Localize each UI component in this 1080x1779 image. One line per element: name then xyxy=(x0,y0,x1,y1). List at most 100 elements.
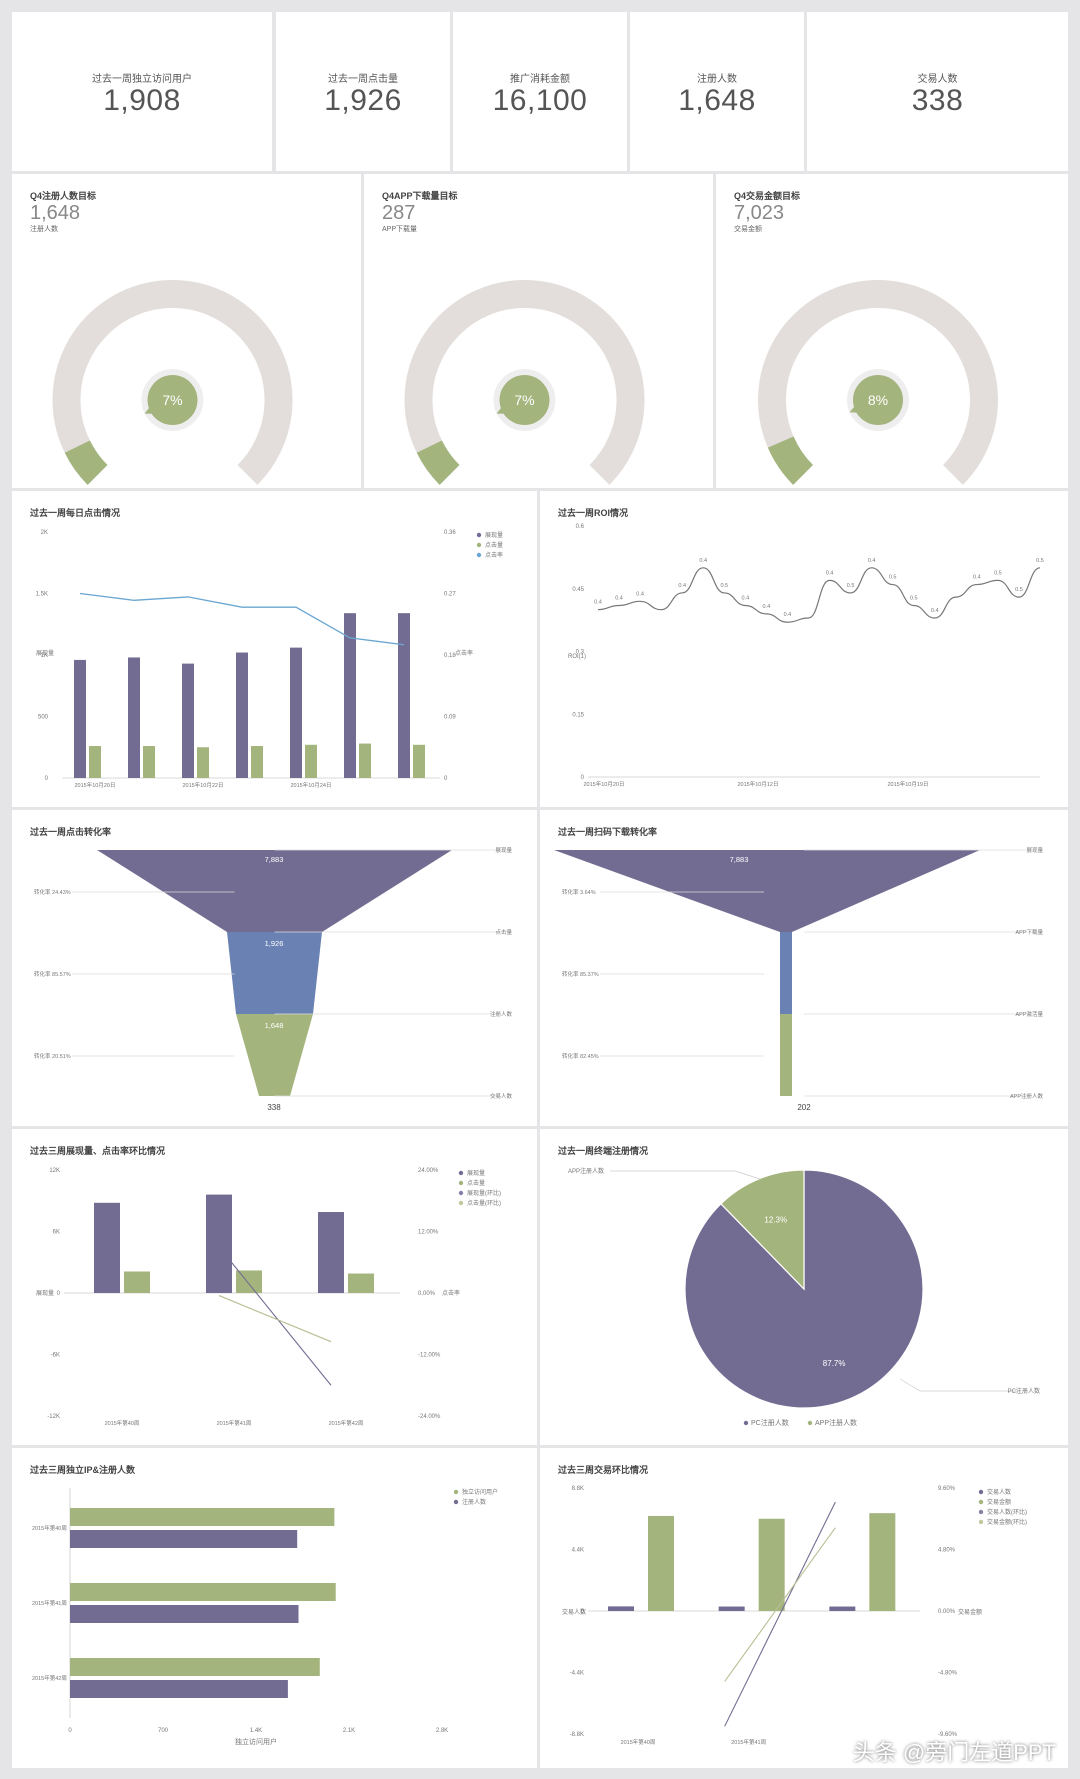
bar-impressions xyxy=(398,613,410,778)
bar-impressions xyxy=(318,1212,344,1293)
trans-legend-marker xyxy=(978,1499,984,1505)
click-funnel-panel: 过去一周点击转化率 7,883 1,926 1,648 338 转化率 24.43% 转化… xyxy=(12,810,537,1126)
bar-clicks xyxy=(197,747,209,778)
funnel-stage-label: 点击量 xyxy=(495,928,512,936)
bar-transaction-users xyxy=(608,1606,634,1611)
bar-clicks xyxy=(348,1273,374,1293)
kpi-label: 交易人数 xyxy=(917,74,958,85)
bar-impressions xyxy=(74,659,86,778)
gauge-panel-transaction-amount: Q4交易金额目标 7,023 交易金额 8%090K xyxy=(716,174,1068,488)
daily-legend-label: 点击率 xyxy=(485,551,503,559)
roi-point-label: 0.5 xyxy=(1036,558,1044,564)
pie-legend-label: APP注册人数 xyxy=(815,1418,857,1427)
x-tick-label: 2015年10月19日 xyxy=(888,780,929,788)
y-axis-label: ROI(1) xyxy=(568,654,586,660)
ip-registration-chart: 0 700 1.4K 2.1K 2.8K 独立访问用户 2015年第40周 2015年第41周… xyxy=(32,1488,498,1746)
bar-transaction-users xyxy=(829,1606,856,1611)
click-funnel-chart: 7,883 1,926 1,648 338 转化率 24.43% 转化率 85.57% 转化… xyxy=(34,847,512,1112)
panel-title: 过去一周点击转化率 xyxy=(30,827,112,837)
weekly-legend-label: 点击量 xyxy=(467,1179,485,1187)
daily-legend-marker xyxy=(476,552,482,558)
x-tick-label: 0 xyxy=(68,1728,72,1734)
ctr-line xyxy=(79,592,405,646)
weekly-legend-label: 点击量(环比) xyxy=(467,1199,501,1207)
ip-legend-label: 注册人数 xyxy=(462,1498,486,1506)
funnel-stage-label: APP注册人数 xyxy=(1010,1092,1044,1100)
bar-clicks xyxy=(413,744,425,778)
funnel-stage-label: 展现量 xyxy=(495,847,512,854)
y-tick-label: 4.4K xyxy=(572,1548,584,1554)
gauge-fill xyxy=(64,440,108,485)
kpi-card-clicks: 过去一周点击量 1,926 xyxy=(276,12,450,171)
funnel-value-label: 245 xyxy=(798,1021,811,1030)
y-tick-label: -4.4K xyxy=(570,1671,584,1677)
weekly-transactions-chart: 8.8K 9.60% 4.4K 4.80% 0 0.00% -4.4K -4.80% -8.8K… xyxy=(562,1486,1027,1746)
funnel-stage-registrations xyxy=(236,1014,313,1096)
roi-point-label: 0.4 xyxy=(973,575,981,581)
x-tick-label: 2015年第41周 xyxy=(731,1738,766,1746)
daily-legend-label: 点击量 xyxy=(485,541,503,549)
y2-tick-label: 0.36 xyxy=(444,530,456,536)
y2-tick-label: -4.80% xyxy=(938,1671,958,1677)
trans-legend-marker xyxy=(978,1489,984,1495)
pie-outer-label: APP注册人数 xyxy=(568,1167,604,1175)
y2-tick-label: -12.00% xyxy=(418,1353,441,1359)
y-tick-label: -8.8K xyxy=(570,1732,584,1738)
kpi-label: 推广消耗金额 xyxy=(510,74,570,85)
y-tick-label: 0 xyxy=(45,776,49,782)
y-tick-label: 1K xyxy=(41,653,48,659)
bar-impressions xyxy=(128,657,140,778)
gauge-value: 7,023 xyxy=(734,202,785,224)
x-tick-label: 2015年10月22日 xyxy=(183,781,224,789)
daily-legend-marker xyxy=(476,532,482,538)
y-tick-label: -6K xyxy=(51,1353,60,1359)
kpi-card-spend: 推广消耗金额 16,100 xyxy=(453,12,627,171)
terminal-registration-pie: 87.7% 12.3% PC注册人数 APP注册人数 PC注册人数 APP注册人数 xyxy=(568,1167,1040,1427)
amount-wow-line xyxy=(724,1527,836,1682)
y-tick-label: 0.6 xyxy=(576,524,585,530)
y-tick-label: 1.5K xyxy=(36,592,48,598)
panel-title: 过去三周展现量、点击率环比情况 xyxy=(30,1146,166,1156)
y-tick-label: 12K xyxy=(49,1168,60,1174)
bar-transaction-amount xyxy=(758,1518,785,1611)
bar-transaction-amount xyxy=(648,1515,674,1611)
panel-title: 过去一周ROI情况 xyxy=(558,508,629,518)
bar-registrations xyxy=(70,1680,288,1698)
funnel-value-label: 1,926 xyxy=(265,939,284,948)
x-tick-label: 2015年第42周 xyxy=(329,1419,364,1427)
y-tick-label: 0.45 xyxy=(572,587,584,593)
bar-clicks xyxy=(124,1271,150,1293)
pie-legend-label: PC注册人数 xyxy=(751,1418,789,1427)
roi-point-label: 0.4 xyxy=(699,558,707,564)
terminal-registration-panel: 过去一周终端注册情况 87.7% 12.3% PC注册人数 APP注册人数 PC注册人数… xyxy=(540,1129,1068,1445)
y2-axis-label: 交易金额 xyxy=(958,1608,982,1616)
bar-clicks xyxy=(359,743,371,778)
x-axis-label: 独立访问用户 xyxy=(235,1737,277,1746)
funnel-stage-impressions xyxy=(554,850,980,932)
funnel-stage-clicks xyxy=(227,932,322,1014)
funnel-rate-label: 转化率 82.45% xyxy=(562,1052,599,1060)
weekly-legend-marker xyxy=(458,1170,464,1176)
kpi-value: 338 xyxy=(911,84,964,117)
roi-point-label: 0.4 xyxy=(868,558,876,564)
funnel-value-label: 338 xyxy=(267,1103,281,1112)
y2-tick-label: 0.09 xyxy=(444,715,456,721)
bar-impressions xyxy=(290,647,302,778)
panel-title: 过去三周交易环比情况 xyxy=(558,1465,649,1475)
gauge-track xyxy=(404,280,645,485)
y2-tick-label: 0.18 xyxy=(444,653,456,659)
panel-title: 过去一周每日点击情况 xyxy=(30,508,121,518)
bar-impressions xyxy=(182,663,194,778)
bar-impressions xyxy=(206,1194,232,1293)
y2-tick-label: 0 xyxy=(444,776,448,782)
kpi-label: 过去一周独立访问用户 xyxy=(92,74,192,85)
x-tick-label: 2015年第40周 xyxy=(621,1738,656,1746)
kpi-value: 1,926 xyxy=(324,84,402,117)
bar-transaction-users xyxy=(718,1606,745,1611)
trans-legend-label: 交易人数(环比) xyxy=(987,1508,1027,1516)
users-wow-line xyxy=(724,1501,836,1727)
roi-point-label: 0.4 xyxy=(615,595,623,601)
kpi-card-visitors: 过去一周独立访问用户 1,908 xyxy=(12,12,272,171)
kpi-value: 1,648 xyxy=(678,84,756,117)
